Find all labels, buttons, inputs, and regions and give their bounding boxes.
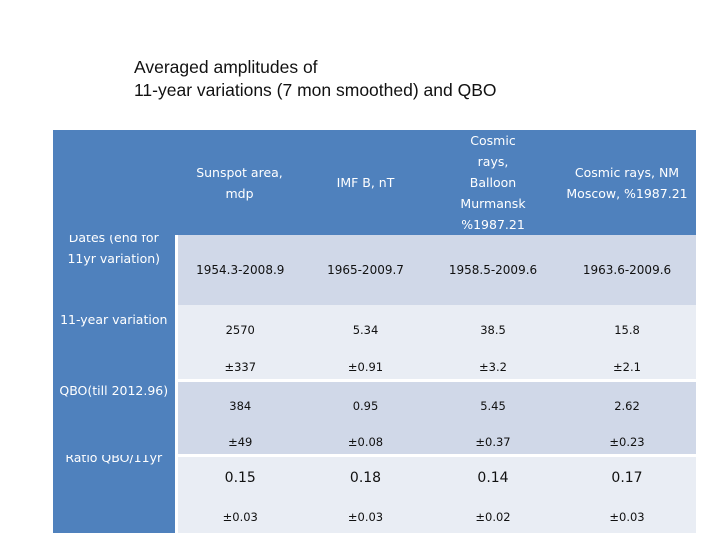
table-header-row: Sunspot area, mdp IMF B, nT Cosmic rays,…	[53, 130, 696, 235]
error-ratio-cr-nm: ±0.03	[558, 500, 696, 533]
value-qbo-cr-nm: 2.62	[558, 378, 696, 430]
error-qbo-imf: ±0.08	[303, 430, 428, 455]
error-ratio-sunspot: ±0.03	[176, 500, 303, 533]
amplitudes-table: Sunspot area, mdp IMF B, nT Cosmic rays,…	[53, 130, 696, 533]
value-11yr-imf: 5.34	[303, 305, 428, 355]
row-label-dates: Dates (end for 11yr variation)	[53, 235, 178, 305]
row-label-11yr: 11-year variation	[53, 305, 178, 380]
value-11yr-cr-nm: 15.8	[558, 305, 696, 355]
error-qbo-cr-nm: ±0.23	[558, 430, 696, 455]
title-line-2: 11-year variations (7 mon smoothed) and …	[134, 80, 497, 100]
value-11yr-sunspot: 2570	[176, 305, 303, 355]
table-row: Dates (end for 11yr variation) 1954.3-20…	[53, 235, 696, 305]
table-row: Ratio QBO/11yr 0.15 0.18 0.14 0.17	[53, 453, 696, 533]
dates-cr-nm: 1963.6-2009.6	[558, 235, 696, 305]
column-header-imf: IMF B, nT	[303, 130, 428, 235]
dates-cr-balloon: 1958.5-2009.6	[428, 235, 558, 305]
page-title: Averaged amplitudes of 11-year variation…	[134, 56, 496, 102]
dates-sunspot: 1954.3-2008.9	[176, 235, 303, 305]
error-11yr-imf: ±0.91	[303, 355, 428, 380]
value-ratio-sunspot: 0.15	[176, 453, 303, 500]
value-ratio-cr-balloon: 0.14	[428, 453, 558, 500]
error-ratio-imf: ±0.03	[303, 500, 428, 533]
table-row: ±49 ±0.08 ±0.37 ±0.23	[53, 430, 696, 455]
table-row: ±337 ±0.91 ±3.2 ±2.1	[53, 355, 696, 380]
value-qbo-imf: 0.95	[303, 378, 428, 430]
column-header-cr-balloon: Cosmic rays, Balloon Murmansk %1987.21	[428, 130, 558, 235]
title-line-1: Averaged amplitudes of	[134, 57, 318, 77]
table-row: 11-year variation 2570 5.34 38.5 15.8	[53, 305, 696, 380]
table-header-corner	[53, 130, 176, 235]
value-ratio-imf: 0.18	[303, 453, 428, 500]
error-qbo-cr-balloon: ±0.37	[428, 430, 558, 455]
table-row: ±0.03 ±0.03 ±0.02 ±0.03	[53, 500, 696, 533]
value-11yr-cr-balloon: 38.5	[428, 305, 558, 355]
dates-imf: 1965-2009.7	[303, 235, 428, 305]
error-qbo-sunspot: ±49	[176, 430, 303, 455]
row-label-qbo: QBO(till 2012.96)	[53, 380, 178, 455]
error-11yr-cr-nm: ±2.1	[558, 355, 696, 380]
value-ratio-cr-nm: 0.17	[558, 453, 696, 500]
value-qbo-cr-balloon: 5.45	[428, 378, 558, 430]
value-qbo-sunspot: 384	[176, 378, 303, 430]
column-header-cr-nm: Cosmic rays, NM Moscow, %1987.21	[558, 130, 696, 235]
row-label-ratio: Ratio QBO/11yr	[53, 455, 178, 533]
column-header-sunspot: Sunspot area, mdp	[176, 130, 303, 235]
error-11yr-cr-balloon: ±3.2	[428, 355, 558, 380]
error-ratio-cr-balloon: ±0.02	[428, 500, 558, 533]
table-row: QBO(till 2012.96) 384 0.95 5.45 2.62	[53, 378, 696, 455]
error-11yr-sunspot: ±337	[176, 355, 303, 380]
